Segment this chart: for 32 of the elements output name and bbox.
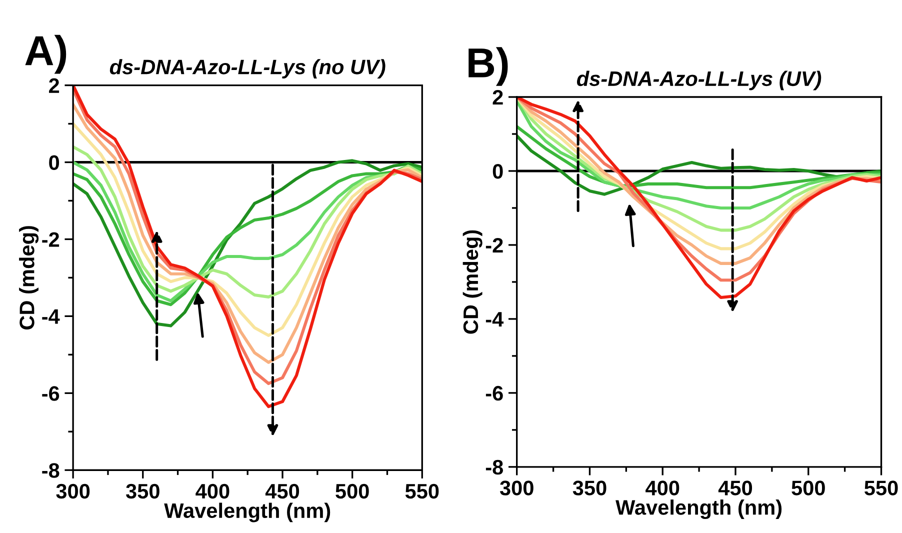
y-tick-label: -4 bbox=[486, 312, 504, 326]
x-tick-label: 400 bbox=[646, 480, 680, 496]
y-tick-label: 2 bbox=[492, 90, 503, 105]
x-tick-label: 350 bbox=[126, 484, 160, 499]
x-tick-label: 450 bbox=[718, 480, 752, 496]
y-tick-label: -8 bbox=[486, 460, 504, 475]
x-tick-label: 300 bbox=[500, 480, 534, 496]
x-tick-label: 400 bbox=[196, 484, 230, 499]
y-tick-label: -2 bbox=[42, 232, 60, 247]
y-tick-label: -6 bbox=[486, 386, 503, 401]
y-tick-label: -2 bbox=[486, 238, 503, 253]
text: B) bbox=[468, 47, 508, 86]
x-tick-label: 550 bbox=[864, 480, 898, 496]
x-axis-title: Wavelength (nm) bbox=[616, 500, 782, 520]
chart-title: ds-DNA-Azo-LL-Lys (UV) bbox=[576, 70, 822, 90]
y-tick-label: -6 bbox=[42, 386, 60, 401]
y-tick-label: -8 bbox=[42, 463, 60, 478]
y-tick-label: 0 bbox=[49, 155, 60, 170]
y-tick-label: -4 bbox=[42, 309, 60, 324]
y-axis-title: CD (mdeg) bbox=[462, 230, 482, 334]
y-tick-label: 2 bbox=[49, 78, 60, 93]
x-axis-title: Wavelength (nm) bbox=[164, 502, 330, 522]
chart-title: ds-DNA-Azo-LL-Lys (no UV) bbox=[110, 59, 386, 78]
x-tick-label: 550 bbox=[405, 484, 439, 499]
x-tick-label: 500 bbox=[792, 480, 825, 496]
x-tick-label: 300 bbox=[56, 484, 90, 499]
y-tick-label: 0 bbox=[492, 164, 503, 179]
y-axis-title: CD (mdeg) bbox=[19, 226, 39, 330]
text: A) bbox=[25, 34, 66, 74]
x-tick-label: 500 bbox=[336, 484, 369, 499]
x-tick-label: 450 bbox=[265, 484, 300, 499]
x-tick-label: 350 bbox=[572, 480, 606, 496]
